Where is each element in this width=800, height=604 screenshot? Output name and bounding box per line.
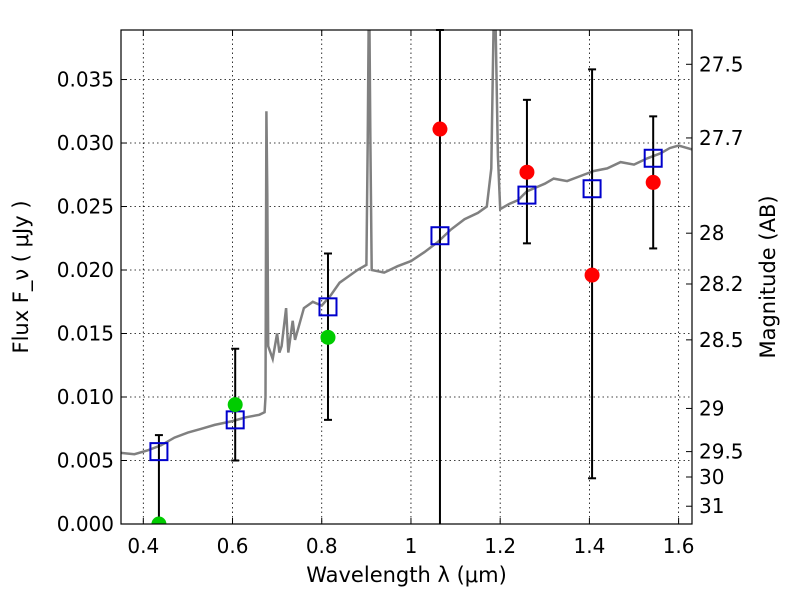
right-tick-label: 30 [699,465,724,489]
right-tick-label: 29.5 [699,440,744,464]
right-tick-label: 28 [699,221,724,245]
grid-lines [121,30,692,524]
y-tick-label: 0.000 [57,512,114,536]
model-photometry-marker [517,185,537,205]
model-photometry-marker [430,226,450,246]
y-tick-label: 0.015 [57,322,114,346]
axis-ticks: 0.4 0.6 0.8 1 1.2 1.4 1.6 0.000 0.005 0.010 0.015 0… [57,30,744,558]
observed-photometry-marker [519,164,535,180]
x-axis-label: Wavelength λ (μm) [306,563,507,587]
right-tick-label: 28.5 [699,328,744,352]
observed-photometry-marker [227,397,243,413]
y-tick-label: 0.025 [57,195,114,219]
observed-photometry-marker [645,174,661,190]
x-tick-label: 1.4 [573,534,605,558]
error-bars [154,29,658,524]
right-tick-label: 27.5 [699,52,744,76]
spectrum-series [121,30,692,456]
model-photometry-marker [643,148,663,168]
model-photometry-marker [149,442,169,462]
model-photometry-marker [318,297,338,317]
y-tick-label: 0.035 [57,68,114,92]
observed-photometry-series [151,121,661,524]
y-tick-label: 0.020 [57,258,114,282]
plot-frame [120,29,693,525]
y-axis-label: Flux F_ν ( μJy ) [9,200,34,353]
x-tick-label: 0.6 [217,534,249,558]
y-tick-label: 0.010 [57,385,114,409]
right-tick-label: 28.2 [699,272,744,296]
observed-photometry-marker [151,516,167,524]
right-axis-label: Magnitude (AB) [756,195,780,358]
spectrum-line [121,30,692,456]
observed-photometry-marker [432,121,448,137]
right-tick-label: 27.7 [699,126,744,150]
x-tick-label: 1.2 [484,534,516,558]
observed-photometry-marker [584,267,600,283]
right-tick-label: 29 [699,396,724,420]
x-tick-label: 0.4 [127,534,159,558]
y-tick-label: 0.005 [57,449,114,473]
observed-photometry-marker [320,329,336,345]
right-tick-label: 31 [699,494,724,518]
y-tick-label: 0.030 [57,131,114,155]
model-photometry-series [149,148,663,462]
model-photometry-marker [582,179,602,199]
x-tick-label: 0.8 [306,534,338,558]
x-tick-label: 1.6 [663,534,695,558]
x-tick-label: 1 [405,534,418,558]
